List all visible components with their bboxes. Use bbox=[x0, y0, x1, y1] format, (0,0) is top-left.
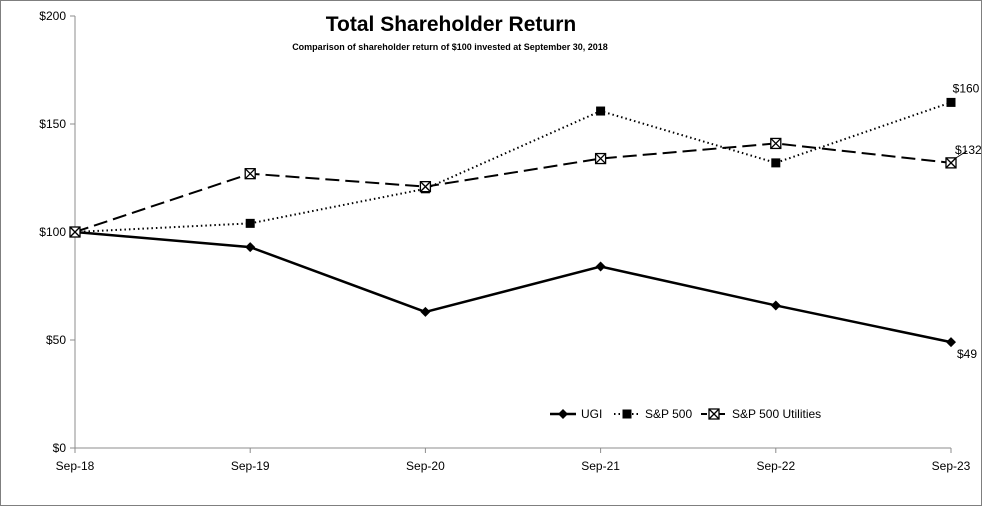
legend-label-ugi: UGI bbox=[581, 407, 602, 421]
data-point-ugi bbox=[245, 242, 256, 253]
y-tick-label: $150 bbox=[39, 117, 66, 131]
chart-subtitle: Comparison of shareholder return of $100… bbox=[292, 42, 608, 52]
x-tick-label: Sep-22 bbox=[756, 459, 795, 473]
x-tick-label: Sep-20 bbox=[406, 459, 445, 473]
data-label-ugi: $49 bbox=[957, 347, 977, 361]
data-point-sp-500-utilities bbox=[945, 157, 957, 169]
x-tick-label: Sep-18 bbox=[56, 459, 95, 473]
legend-label-sp-500-utilities: S&P 500 Utilities bbox=[732, 407, 821, 421]
x-tick-label: Sep-23 bbox=[932, 459, 971, 473]
series-line-sp-500-utilities bbox=[74, 142, 952, 233]
data-point-sp-500 bbox=[946, 97, 956, 107]
data-point-sp-500-utilities bbox=[69, 226, 81, 238]
marker-cross-b bbox=[419, 181, 431, 193]
data-point-sp-500-utilities bbox=[770, 137, 782, 150]
data-point-sp-500 bbox=[245, 218, 255, 228]
marker-cross-b bbox=[945, 157, 957, 169]
data-label-sp-500: $160 bbox=[953, 81, 980, 95]
data-point-sp-500 bbox=[771, 158, 781, 168]
data-point-sp-500-utilities bbox=[419, 180, 432, 193]
legend-item-sp-500: S&P 500 bbox=[614, 407, 692, 421]
y-tick-label: $50 bbox=[46, 333, 66, 347]
data-point-ugi bbox=[946, 337, 956, 348]
data-label-sp-500-utilities: $132 bbox=[955, 143, 982, 157]
y-tick-label: $0 bbox=[53, 441, 67, 455]
marker-cross-b bbox=[770, 137, 782, 149]
legend-marker-ugi bbox=[558, 409, 568, 419]
marker-cross-b bbox=[69, 226, 81, 238]
series-line-ugi bbox=[74, 230, 952, 344]
data-point-sp-500-utilities bbox=[594, 152, 607, 165]
chart-title: Total Shareholder Return bbox=[326, 13, 576, 36]
legend-marker-sp-500 bbox=[622, 409, 632, 419]
data-point-sp-500-utilities bbox=[244, 168, 256, 180]
data-point-sp-500 bbox=[596, 106, 606, 116]
data-point-ugi bbox=[770, 300, 781, 311]
data-label-leader bbox=[955, 150, 968, 159]
series-sp-500 bbox=[70, 97, 956, 237]
x-tick-label: Sep-19 bbox=[231, 459, 270, 473]
marker-cross-b bbox=[708, 408, 720, 420]
data-point-ugi bbox=[595, 261, 606, 272]
legend-item-sp-500-utilities: S&P 500 Utilities bbox=[701, 407, 821, 421]
data-point-ugi bbox=[420, 306, 431, 317]
y-tick-label: $100 bbox=[39, 225, 66, 239]
series-ugi bbox=[70, 227, 956, 348]
legend-marker-sp-500-utilities bbox=[708, 408, 720, 420]
series-sp-500-utilities bbox=[69, 137, 957, 238]
marker-cross-b bbox=[244, 168, 256, 180]
legend-item-ugi: UGI bbox=[550, 407, 602, 421]
y-tick-label: $200 bbox=[39, 9, 66, 23]
legend-label-sp-500: S&P 500 bbox=[645, 407, 692, 421]
x-tick-label: Sep-21 bbox=[581, 459, 620, 473]
marker-cross-b bbox=[595, 153, 607, 165]
series-line-sp-500 bbox=[74, 101, 952, 233]
